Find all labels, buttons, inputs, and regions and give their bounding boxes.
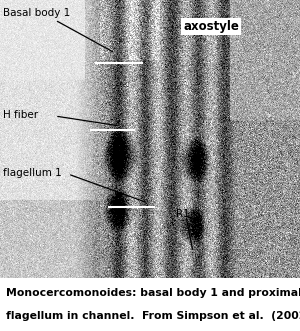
- Text: flagellum 1: flagellum 1: [3, 168, 62, 178]
- Text: Basal body 1: Basal body 1: [3, 8, 70, 18]
- Text: flagellum in channel.  From Simpson et al.  (2002).: flagellum in channel. From Simpson et al…: [6, 311, 300, 321]
- Text: H fiber: H fiber: [3, 110, 38, 120]
- Text: axostyle: axostyle: [183, 20, 239, 33]
- Text: Monocercomonoides: basal body 1 and proximal: Monocercomonoides: basal body 1 and prox…: [6, 288, 300, 298]
- Text: R1: R1: [176, 209, 190, 219]
